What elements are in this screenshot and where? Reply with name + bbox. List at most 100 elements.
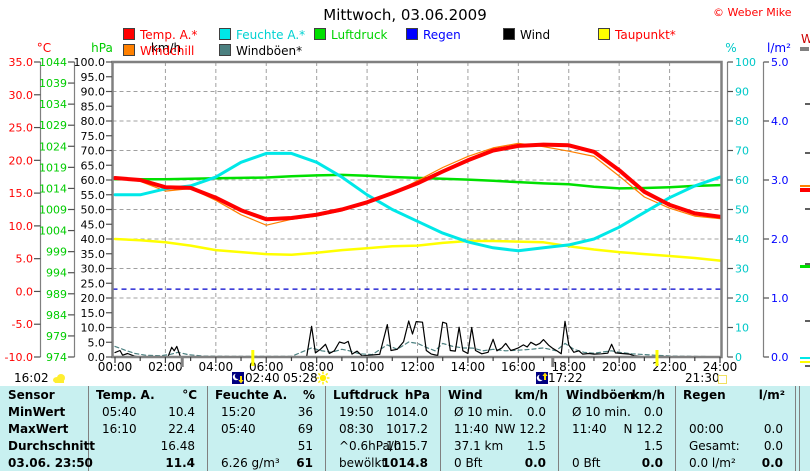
table-separator bbox=[440, 386, 441, 471]
table-cell-value: 36 bbox=[297, 405, 313, 419]
svg-text:1039: 1039 bbox=[39, 77, 67, 90]
table-right-border bbox=[799, 386, 800, 471]
svg-text:989: 989 bbox=[46, 288, 67, 301]
table-cell-time: 19:50 bbox=[339, 405, 374, 419]
svg-text:35.0: 35.0 bbox=[81, 248, 106, 261]
table-cell-value: 10.4 bbox=[168, 405, 195, 419]
sunset-icon bbox=[718, 375, 727, 384]
event-tick bbox=[251, 350, 255, 366]
svg-text:22:00: 22:00 bbox=[652, 360, 687, 374]
table-cell-time: 08:30 bbox=[339, 422, 374, 436]
table-header: Luftdruck bbox=[333, 388, 399, 402]
legend-label: Feuchte A.* bbox=[236, 28, 306, 42]
right-strip-pressure-fragment bbox=[800, 265, 810, 268]
svg-text:1009: 1009 bbox=[39, 204, 67, 217]
table-cell-time: ^0.6hPa/h bbox=[339, 439, 402, 453]
legend-swatch-icon bbox=[314, 28, 326, 40]
event-tick bbox=[180, 357, 184, 367]
svg-text:3.0: 3.0 bbox=[771, 174, 789, 187]
svg-text:45.0: 45.0 bbox=[81, 218, 106, 231]
svg-text:30.0: 30.0 bbox=[81, 263, 106, 276]
table-separator bbox=[675, 386, 676, 471]
legend-label: Temp. A.* bbox=[140, 28, 198, 42]
svg-text:1.0: 1.0 bbox=[771, 292, 789, 305]
legend-swatch-icon bbox=[123, 44, 135, 56]
table-cell-value: 1014.0 bbox=[386, 405, 428, 419]
table-cell-time: 11:40 bbox=[454, 422, 489, 436]
svg-text:100.0: 100.0 bbox=[74, 56, 106, 69]
svg-text:1014: 1014 bbox=[39, 182, 67, 195]
svg-text:50.0: 50.0 bbox=[81, 204, 106, 217]
svg-text:974: 974 bbox=[46, 351, 67, 364]
x-axis: 00:00 02:00 04:00 06:00 08:00 10:00 12:00 14:00… bbox=[98, 357, 737, 374]
legend-label: Windböen* bbox=[236, 44, 303, 58]
svg-text:30: 30 bbox=[735, 263, 749, 276]
svg-text:100: 100 bbox=[735, 56, 756, 69]
svg-text:10:00: 10:00 bbox=[350, 360, 385, 374]
svg-text:5.0: 5.0 bbox=[771, 56, 789, 69]
axis-unit-kmh: km/h bbox=[151, 41, 181, 55]
table-cell-value: 0.0 bbox=[643, 405, 663, 419]
svg-text:02:00: 02:00 bbox=[148, 360, 183, 374]
table-cell-time: Ø 10 min. bbox=[572, 405, 631, 419]
svg-text:4.0: 4.0 bbox=[771, 115, 789, 128]
svg-text:90.0: 90.0 bbox=[81, 86, 106, 99]
svg-text:1019: 1019 bbox=[39, 161, 67, 174]
svg-text:50: 50 bbox=[735, 204, 749, 217]
cloud-icon bbox=[53, 374, 65, 383]
svg-text:20.0: 20.0 bbox=[9, 154, 34, 167]
table-cell-value: 0.0 bbox=[761, 456, 783, 470]
svg-text:15.0: 15.0 bbox=[81, 307, 106, 320]
table-cell-value: N 12.2 bbox=[623, 422, 663, 436]
series-feuchte-a- bbox=[113, 151, 722, 253]
svg-text:0: 0 bbox=[735, 351, 742, 364]
right-strip-tick bbox=[805, 365, 810, 367]
legend-item-4: Luftdruck bbox=[314, 28, 388, 42]
table-row-label: Durchschnitt bbox=[8, 439, 96, 453]
table-cell-time: 16:10 bbox=[102, 422, 137, 436]
svg-text:979: 979 bbox=[46, 330, 67, 343]
table-cell-value: 1015.7 bbox=[386, 439, 428, 453]
table-cell-time: 0.0 l/m² bbox=[689, 456, 736, 470]
table-separator bbox=[325, 386, 326, 471]
moonset-icon bbox=[232, 372, 244, 384]
right-strip-dewpoint-fragment bbox=[800, 361, 810, 363]
legend-label: Luftdruck bbox=[331, 28, 388, 42]
legend-item-7: Taupunkt* bbox=[598, 28, 676, 42]
svg-text:90: 90 bbox=[735, 86, 749, 99]
table-row-label: MinWert bbox=[8, 405, 66, 419]
legend-swatch-icon bbox=[598, 28, 610, 40]
table-right-border bbox=[795, 386, 796, 471]
table-cell-value: 69 bbox=[297, 422, 313, 436]
sunrise-time: 05:28 bbox=[283, 371, 318, 385]
table-row-label: MaxWert bbox=[8, 422, 69, 436]
legend-item-5: Regen bbox=[406, 28, 461, 42]
legend-swatch-icon bbox=[219, 28, 231, 40]
svg-text:70: 70 bbox=[735, 145, 749, 158]
svg-text:5.0: 5.0 bbox=[16, 253, 34, 266]
right-strip-tick bbox=[805, 208, 810, 210]
svg-text:12:00: 12:00 bbox=[400, 360, 435, 374]
svg-text:55.0: 55.0 bbox=[81, 189, 106, 202]
table-cell-time: 05:40 bbox=[102, 405, 137, 419]
table-row-label: 03.06. 23:50 bbox=[8, 456, 93, 470]
legend-swatch-icon bbox=[123, 28, 135, 40]
svg-text:35.0: 35.0 bbox=[9, 56, 34, 69]
svg-text:1044: 1044 bbox=[39, 56, 67, 69]
table-cell-value: 1.5 bbox=[643, 439, 663, 453]
sunset-time: 21:30 bbox=[685, 371, 720, 385]
series-windb-en bbox=[114, 341, 721, 358]
axis-kmh: 100.0 95.0 90.085.0 80.0 75.0 70.065.0 60.0 55.… bbox=[74, 41, 182, 364]
svg-text:10: 10 bbox=[735, 322, 749, 335]
sunrise-sun-icon bbox=[316, 371, 330, 385]
svg-text:25.0: 25.0 bbox=[81, 277, 106, 290]
table-cell-value: 0.0 bbox=[526, 405, 546, 419]
svg-text:20.0: 20.0 bbox=[81, 292, 106, 305]
table-separator bbox=[88, 386, 89, 471]
legend-item-0: Temp. A.* bbox=[123, 28, 198, 42]
table-cell-value: 0.0 bbox=[763, 439, 783, 453]
svg-text:5.0: 5.0 bbox=[88, 336, 106, 349]
svg-text:999: 999 bbox=[46, 246, 67, 259]
axis-lm2: 5.0 4.0 3.0 2.0 1.0 0.0 l/m² bbox=[762, 41, 791, 364]
